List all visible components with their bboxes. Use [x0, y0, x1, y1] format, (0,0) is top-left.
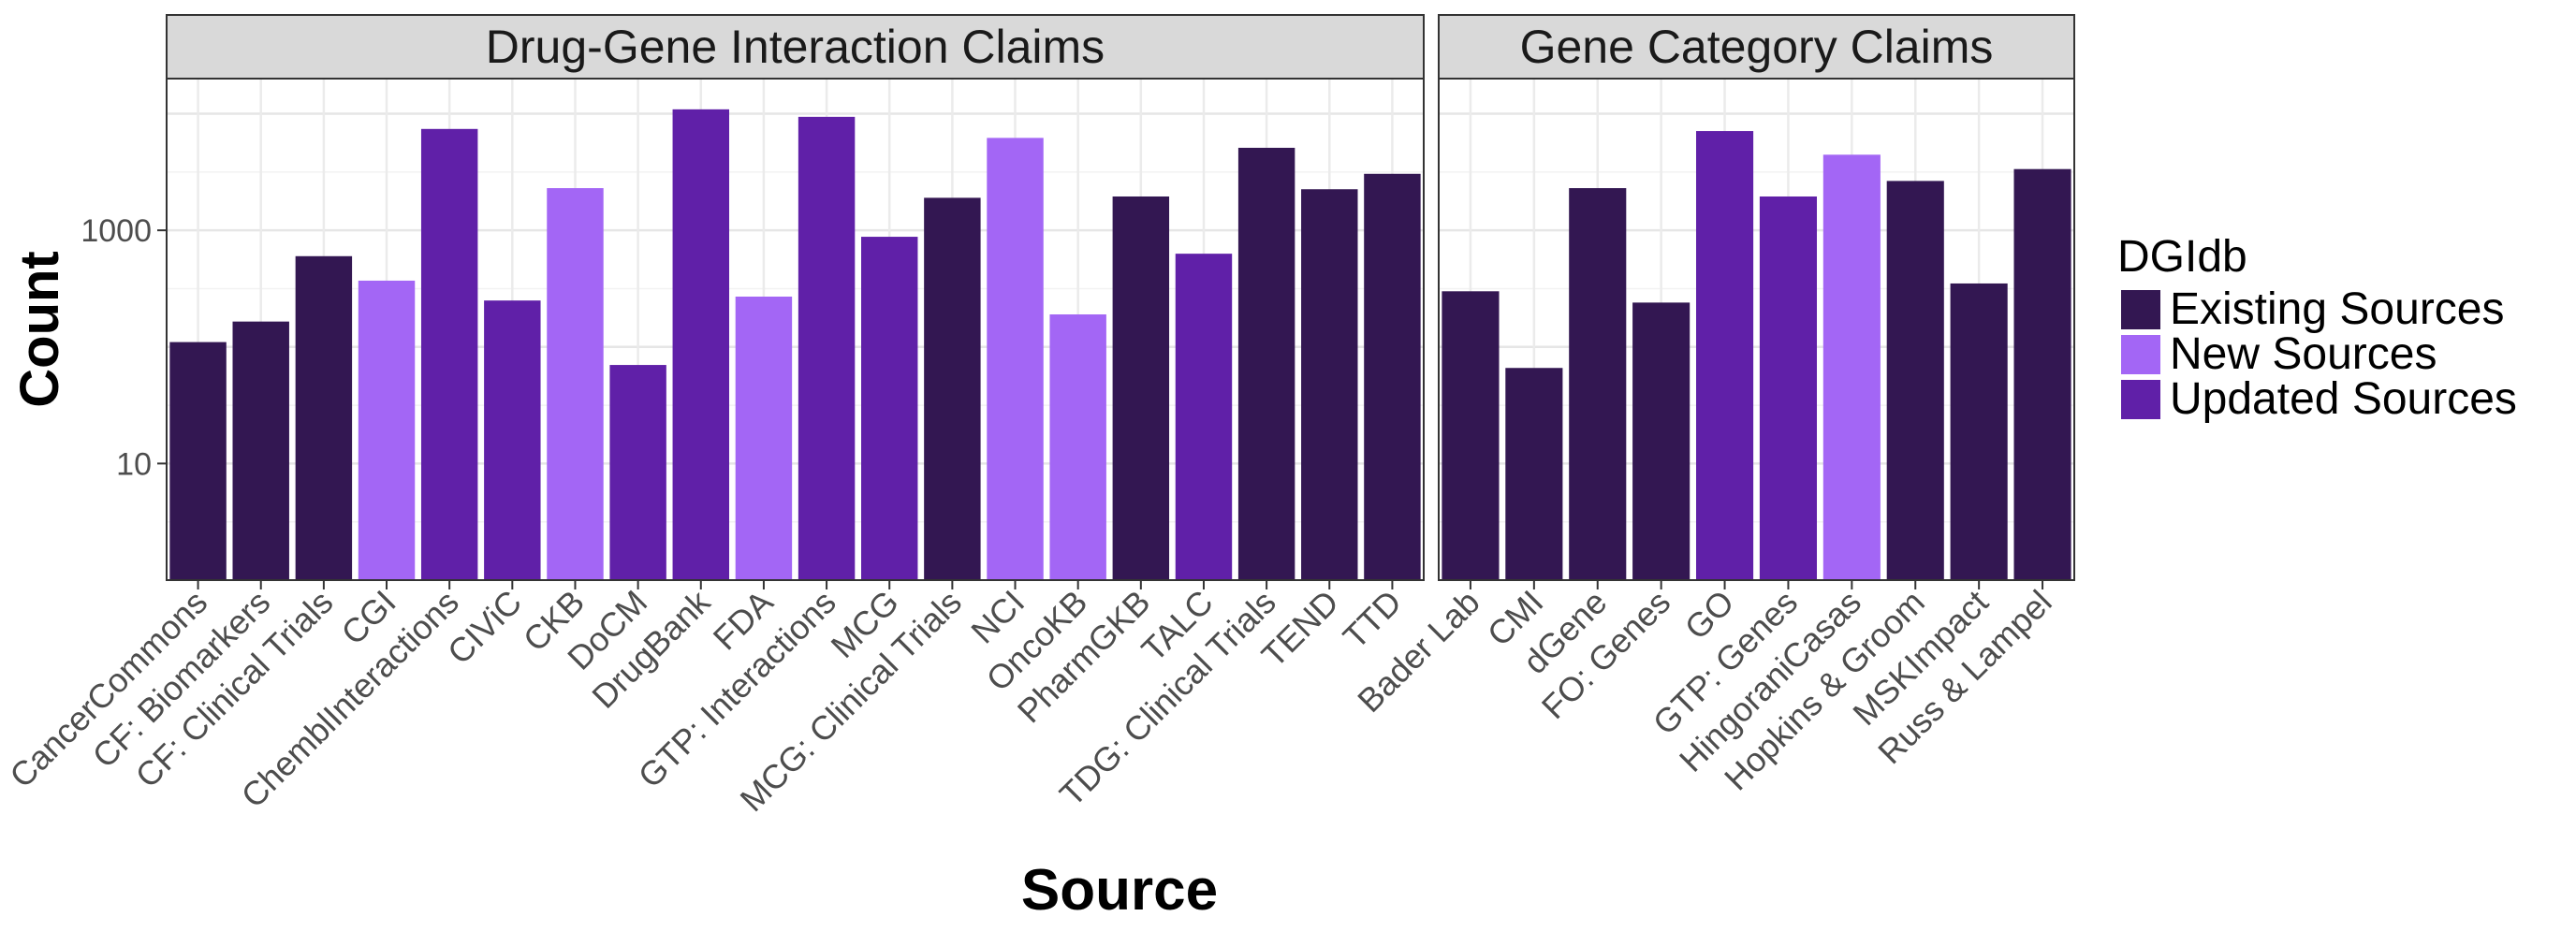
bar-cancercommons [169, 342, 227, 580]
bar-pharmgkb [1112, 196, 1170, 580]
legend-title: DGIdb [2117, 232, 2247, 282]
y-tick-label: 10 [116, 446, 152, 482]
bar-go [1695, 131, 1754, 580]
facet-strip [1438, 14, 2075, 80]
bar-fda [735, 297, 793, 580]
facet-strip [166, 14, 1425, 80]
bar-gtp-interactions [798, 116, 856, 581]
legend-label-updated: Updated Sources [2170, 374, 2517, 424]
bar-chemblinteractions [420, 128, 478, 580]
bar-ttd [1364, 173, 1421, 580]
bar-tdg-clinical-trials [1237, 147, 1295, 580]
bar-ckb [547, 188, 604, 580]
bar-cgi [358, 280, 416, 580]
bar-mskimpact [1950, 283, 2008, 580]
panel-1: Drug-Gene Interaction ClaimsCancerCommon… [2, 14, 1425, 819]
panels-layer: Drug-Gene Interaction ClaimsCancerCommon… [2, 14, 2075, 819]
facet-title: Drug-Gene Interaction Claims [486, 21, 1105, 73]
legend-swatch-new [2121, 335, 2160, 374]
bar-bader-lab [1442, 291, 1500, 580]
legend-label-new: New Sources [2170, 329, 2437, 379]
bar-cf-biomarkers [232, 321, 289, 580]
facet-title: Gene Category Claims [1520, 21, 1994, 73]
bar-drugbank [672, 109, 729, 580]
bar-oncokb [1049, 314, 1106, 580]
x-axis-label: Source [1021, 858, 1218, 923]
y-axis-label: Count [9, 251, 70, 408]
bar-cmi [1505, 368, 1563, 580]
bar-talc [1175, 254, 1233, 580]
panel-background [167, 79, 1424, 580]
legend-swatch-updated [2121, 380, 2160, 419]
bar-mcg-clinical-trials [924, 197, 981, 580]
x-tick-label: CIViC [440, 583, 529, 672]
bar-docm [609, 365, 666, 580]
y-tick-label: 1000 [80, 213, 152, 249]
legend-swatch-existing [2121, 290, 2160, 329]
legend-label-existing: Existing Sources [2170, 284, 2505, 334]
bar-gtp-genes [1759, 196, 1818, 580]
bar-hingoranicasas [1822, 154, 1881, 580]
bar-hopkins-groom [1886, 181, 1944, 580]
bar-fo-genes [1632, 302, 1690, 580]
bar-civic [484, 300, 541, 580]
bar-nci [987, 138, 1044, 580]
bar-mcg [861, 237, 918, 581]
bar-dgene [1569, 188, 1627, 580]
bar-tend [1301, 189, 1358, 580]
bar-russ-lampel [2013, 168, 2071, 580]
bar-cf-clinical-trials [295, 255, 353, 580]
